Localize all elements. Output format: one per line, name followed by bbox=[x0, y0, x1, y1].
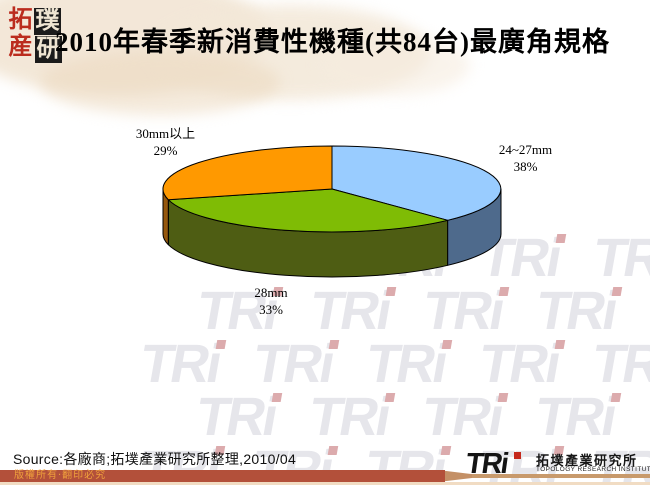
pie-label-28mm: 28mm 33% bbox=[230, 284, 312, 318]
pie-label-30mm: 30mm以上 29% bbox=[118, 125, 213, 159]
source-note: Source:各廠商;拓墣產業研究所整理,2010/04 bbox=[13, 451, 297, 467]
footer-rule-line bbox=[440, 474, 650, 478]
footer-bottom-strip bbox=[0, 482, 650, 485]
map-texture-blob bbox=[320, 35, 470, 95]
copyright-bar: 版權所有‧翻印必究 bbox=[0, 470, 445, 482]
pie-label-percent: 29% bbox=[153, 143, 178, 158]
pie-label-percent: 38% bbox=[513, 159, 538, 174]
seal-char: 産 bbox=[8, 34, 33, 60]
pie-slice-30mm bbox=[162, 145, 333, 201]
seal-char: 研 bbox=[35, 36, 62, 63]
pie-label-category: 30mm以上 bbox=[135, 126, 196, 141]
pie-label-category: 28mm bbox=[254, 285, 288, 300]
tri-logo-mark: TRi bbox=[463, 448, 510, 480]
slide-title: 2010年春季新消費性機種(共84台)最廣角規格 bbox=[55, 27, 610, 57]
pie-label-24-27mm: 24~27mm 38% bbox=[478, 141, 573, 175]
tri-logo-red-dot bbox=[514, 452, 521, 459]
seal-char: 拓 bbox=[8, 7, 33, 33]
pie-label-percent: 33% bbox=[259, 302, 283, 317]
institute-logo: TRi 拓墣產業研究所 TOPOLOGY RESEARCH INSTITUTE bbox=[462, 448, 650, 480]
copyright-text: 版權所有‧翻印必究 bbox=[14, 470, 107, 481]
company-seal-logo: 拓 璞 産 研 bbox=[4, 5, 64, 65]
pie-slice-24-27mm bbox=[331, 145, 502, 221]
institute-name-zh: 拓墣產業研究所 bbox=[536, 453, 638, 468]
institute-name-en: TOPOLOGY RESEARCH INSTITUTE bbox=[536, 466, 650, 473]
seal-char: 璞 bbox=[34, 8, 61, 35]
pie-label-category: 24~27mm bbox=[498, 142, 553, 157]
map-texture-blob bbox=[40, 50, 280, 115]
pie-slice-28mm bbox=[167, 188, 449, 233]
